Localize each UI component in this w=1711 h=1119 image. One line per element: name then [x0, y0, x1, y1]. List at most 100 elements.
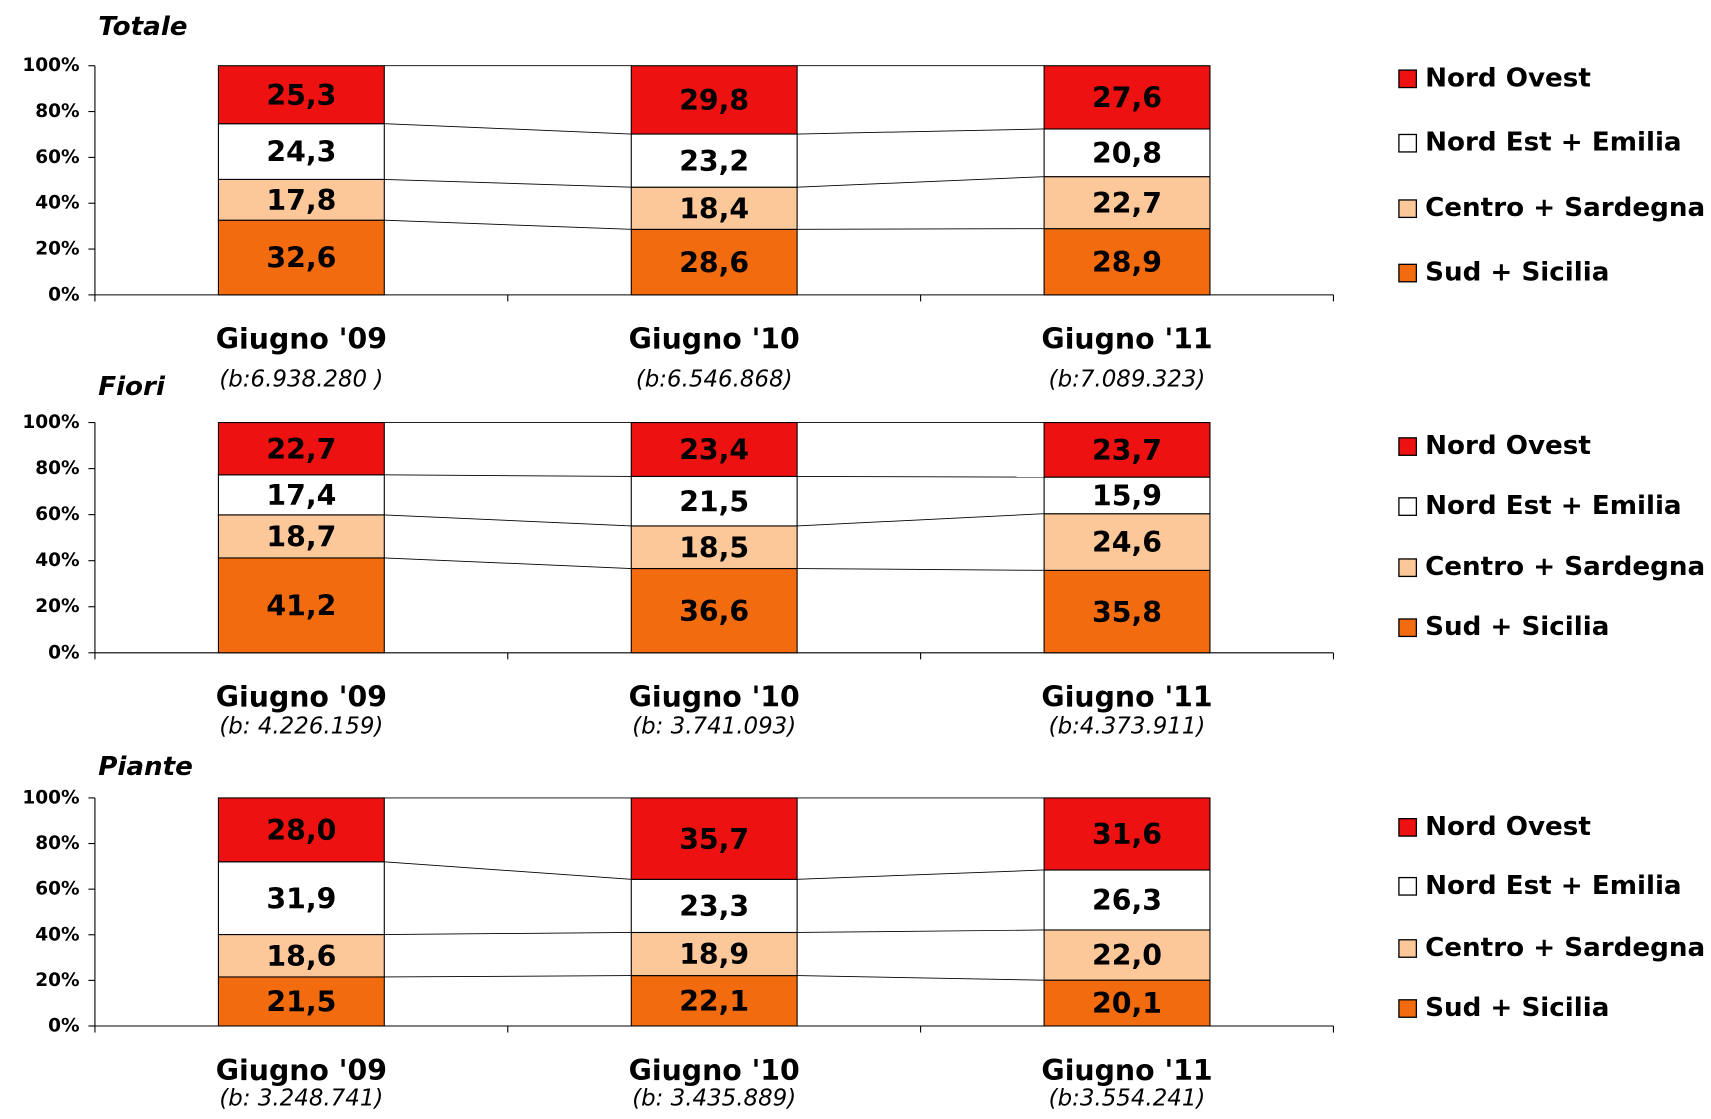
- category-note: (b: 3.435.889): [632, 1086, 796, 1112]
- connector: [797, 128, 1045, 135]
- bar-segment: [217, 557, 385, 654]
- legend-swatch: [1398, 818, 1418, 837]
- legend-swatch: [1398, 133, 1418, 153]
- bar-segment: [217, 797, 385, 863]
- legend-label: Sud + Sicilia: [1425, 612, 1609, 642]
- legend-swatch: [1398, 618, 1418, 638]
- legend-label: Centro + Sardegna: [1425, 933, 1705, 963]
- connector: [384, 861, 632, 880]
- y-tick-label: 100%: [22, 787, 79, 808]
- value-label: 17,4: [266, 479, 336, 512]
- value-label: 18,7: [266, 521, 336, 554]
- bar-segment: [630, 931, 798, 977]
- value-label: 18,4: [679, 192, 749, 225]
- connector: [797, 568, 1045, 571]
- panel-title: Piante: [98, 752, 193, 782]
- bar-segment: [1043, 569, 1211, 654]
- bar-segment: [630, 186, 798, 230]
- connector: [797, 176, 1045, 188]
- x-tick-label: Giugno '09: [216, 681, 387, 714]
- connector: [384, 975, 632, 978]
- bar-segment: [1043, 476, 1211, 515]
- connector: [797, 228, 1045, 230]
- legend-label: Nord Ovest: [1425, 812, 1591, 842]
- connector: [797, 513, 1045, 527]
- value-label: 28,0: [266, 814, 336, 847]
- value-label: 29,8: [679, 84, 749, 117]
- legend-label: Centro + Sardegna: [1425, 193, 1705, 223]
- legend-swatch: [1398, 876, 1418, 896]
- value-label: 31,9: [266, 882, 336, 915]
- y-tick-label: 80%: [35, 458, 79, 479]
- value-label: 31,6: [1092, 818, 1162, 851]
- value-label: 24,3: [266, 136, 336, 169]
- value-label: 22,7: [1092, 187, 1162, 220]
- legend-swatch: [1398, 497, 1418, 516]
- value-label: 18,5: [679, 531, 749, 564]
- y-tick-label: 80%: [35, 833, 79, 854]
- bar-segment: [630, 65, 798, 135]
- legend-swatch: [1398, 999, 1418, 1018]
- x-tick-label: Giugno '09: [216, 1054, 387, 1087]
- y-tick-label: 20%: [35, 239, 79, 260]
- value-label: 35,7: [679, 823, 749, 856]
- y-tick-label: 20%: [35, 970, 79, 991]
- value-label: 22,0: [1092, 939, 1162, 972]
- bar-segment: [630, 228, 798, 296]
- bar-segment: [1043, 929, 1211, 981]
- bar-segment: [630, 422, 798, 477]
- bar-segment: [630, 878, 798, 934]
- bar-segment: [217, 65, 385, 125]
- bar-segment: [217, 474, 385, 516]
- value-label: 36,6: [679, 595, 749, 628]
- connector: [797, 975, 1045, 981]
- legend-swatch: [1398, 558, 1418, 578]
- bar-segment: [630, 975, 798, 1027]
- legend-swatch: [1398, 263, 1418, 283]
- legend-label: Nord Ovest: [1425, 63, 1591, 93]
- connector: [384, 474, 632, 477]
- bar-segment: [630, 567, 798, 654]
- connector: [384, 557, 632, 569]
- bar-segment: [1043, 176, 1211, 230]
- legend-label: Nord Est + Emilia: [1425, 491, 1681, 521]
- legend-swatch: [1398, 437, 1418, 456]
- value-label: 28,9: [1092, 246, 1162, 279]
- y-tick-label: 0%: [48, 642, 80, 663]
- y-tick-label: 100%: [22, 412, 79, 433]
- category-note: (b:7.089.323): [1049, 366, 1206, 392]
- y-tick-label: 40%: [35, 924, 79, 945]
- category-note: (b:3.554.241): [1049, 1086, 1206, 1112]
- y-tick-label: 0%: [48, 1015, 80, 1036]
- bar-segment: [630, 525, 798, 570]
- value-label: 41,2: [266, 590, 336, 623]
- x-tick-label: Giugno '10: [629, 681, 800, 714]
- legend-swatch: [1398, 939, 1418, 958]
- x-tick-label: Giugno '10: [629, 1054, 800, 1087]
- legend-swatch: [1398, 199, 1418, 219]
- y-tick-label: 60%: [35, 147, 79, 168]
- connector: [384, 514, 632, 527]
- category-note: (b: 3.248.741): [219, 1086, 383, 1112]
- value-label: 21,5: [679, 485, 749, 518]
- x-tick-label: Giugno '11: [1041, 681, 1212, 714]
- y-tick-label: 0%: [48, 284, 80, 305]
- panel-title: Totale: [98, 12, 187, 42]
- value-label: 24,6: [1092, 526, 1162, 559]
- value-label: 26,3: [1092, 884, 1162, 917]
- y-tick-label: 100%: [22, 55, 79, 76]
- category-note: (b:4.373.911): [1049, 713, 1206, 739]
- y-tick-label: 40%: [35, 193, 79, 214]
- y-tick-label: 20%: [35, 596, 79, 617]
- bar-segment: [217, 514, 385, 559]
- value-label: 20,8: [1092, 137, 1162, 170]
- value-label: 18,6: [266, 940, 336, 973]
- category-note: (b: 3.741.093): [632, 713, 796, 739]
- legend-label: Sud + Sicilia: [1425, 258, 1609, 288]
- value-label: 15,9: [1092, 480, 1162, 513]
- y-tick-label: 40%: [35, 550, 79, 571]
- bar-segment: [1043, 513, 1211, 571]
- value-label: 28,6: [679, 246, 749, 279]
- connector: [384, 219, 632, 230]
- y-tick-label: 60%: [35, 879, 79, 900]
